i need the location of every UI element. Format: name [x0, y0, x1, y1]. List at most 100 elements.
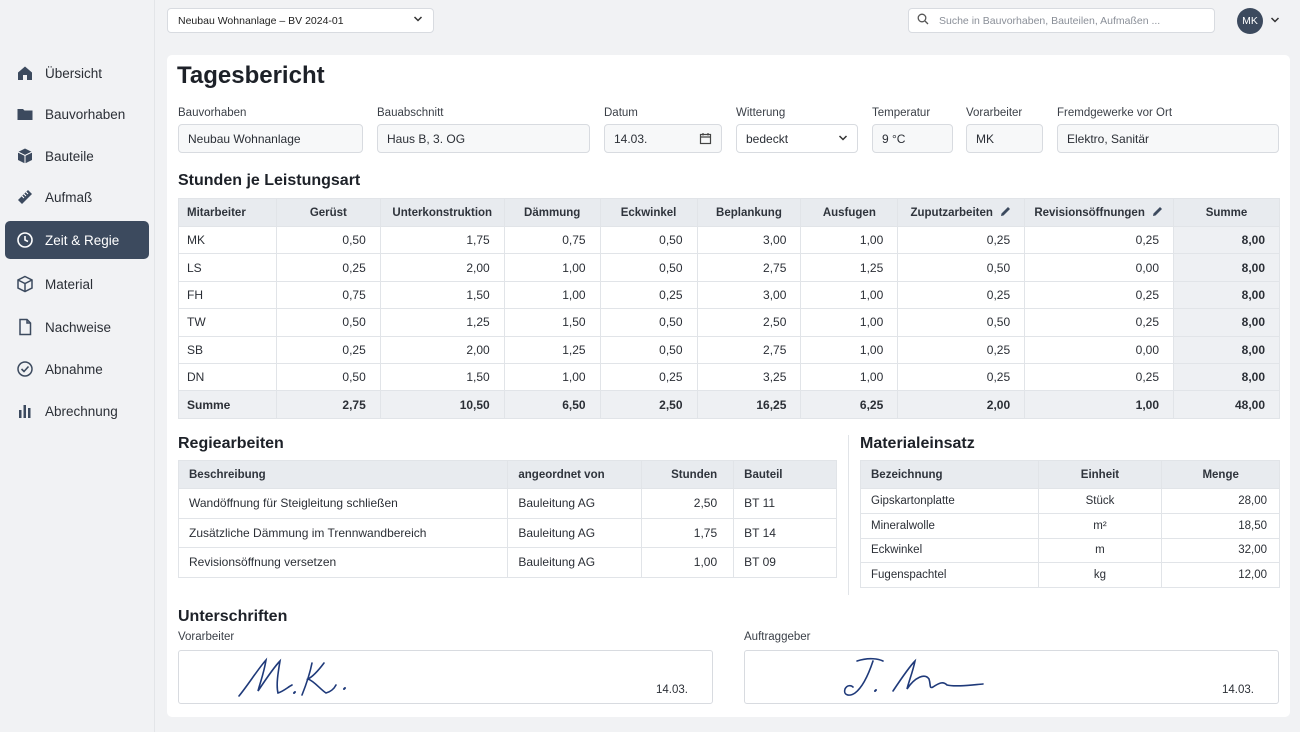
signature-box-vorarbeiter[interactable]: 14.03. [178, 650, 713, 704]
column-header[interactable]: Dämmung [503, 198, 601, 227]
column-header-revisionsoeffnungen[interactable]: Revisionsöffnungen [1024, 198, 1175, 227]
bauabschnitt-field[interactable]: Haus B, 3. OG [377, 124, 590, 153]
material-name-cell[interactable]: Gipskartonplatte [860, 488, 1039, 514]
hours-cell[interactable]: 1,75 [379, 225, 505, 255]
project-select[interactable]: Neubau Wohnanlage – BV 2024-01 [167, 8, 434, 33]
table-row[interactable]: LS 0,25 2,00 1,00 0,50 2,75 1,25 0,50 0,00 8,00 [178, 253, 1280, 282]
hours-cell[interactable]: 1,50 [379, 362, 505, 392]
hours-cell[interactable]: 1,00 [503, 362, 601, 392]
hours-cell[interactable]: 2,00 [379, 253, 505, 282]
hours-cell[interactable]: 0,25 [1024, 225, 1175, 255]
avatar[interactable]: MK [1237, 8, 1263, 34]
search-input[interactable] [939, 14, 1199, 27]
pencil-icon[interactable] [999, 205, 1012, 221]
hours-cell[interactable]: 0,50 [897, 308, 1026, 337]
ordered-by-cell[interactable]: Bauleitung AG [507, 547, 643, 578]
table-row[interactable]: Zusätzliche Dämmung im Trennwandbereich B… [177, 517, 837, 548]
table-row[interactable]: Mineralwolle m² 18,50 [860, 512, 1280, 539]
hours-cell[interactable]: 0,25 [275, 335, 381, 364]
column-header[interactable]: Bauteil [733, 460, 837, 489]
datum-field[interactable]: 14.03. [604, 124, 722, 153]
component-cell[interactable]: BT 11 [733, 488, 837, 519]
hours-cell[interactable]: 3,25 [696, 362, 802, 392]
sidebar-item-abnahme[interactable]: Abnahme [5, 350, 149, 388]
quantity-cell[interactable]: 32,00 [1161, 537, 1280, 564]
hours-cell[interactable]: 2,75 [696, 335, 802, 364]
column-header[interactable]: Beschreibung [177, 460, 509, 489]
sidebar-item-abrechnung[interactable]: Abrechnung [5, 392, 149, 430]
hours-cell[interactable]: 1,00 [641, 547, 735, 578]
bauvorhaben-field[interactable]: Neubau Wohnanlage [178, 124, 363, 153]
hours-cell[interactable]: 0,50 [599, 335, 698, 364]
material-name-cell[interactable]: Eckwinkel [860, 537, 1039, 564]
hours-cell[interactable]: 0,00 [1024, 335, 1175, 364]
table-row[interactable]: TW 0,50 1,25 1,50 0,50 2,50 1,00 0,50 0,25 8,00 [178, 308, 1280, 337]
hours-cell[interactable]: 1,00 [800, 280, 899, 310]
hours-cell[interactable]: 1,00 [800, 308, 899, 337]
table-row[interactable]: Fugenspachtel kg 12,00 [860, 562, 1280, 589]
table-row[interactable]: Gipskartonplatte Stück 28,00 [860, 488, 1280, 514]
table-row[interactable]: Wandöffnung für Steigleitung schließen Ba… [177, 488, 837, 519]
hours-cell[interactable]: 0,25 [897, 335, 1026, 364]
hours-cell[interactable]: 0,00 [1024, 253, 1175, 282]
hours-cell[interactable]: 0,50 [599, 308, 698, 337]
hours-cell[interactable]: 0,25 [599, 362, 698, 392]
chevron-down-icon[interactable] [1270, 14, 1280, 28]
hours-cell[interactable]: 1,50 [379, 280, 505, 310]
material-name-cell[interactable]: Fugenspachtel [860, 562, 1039, 589]
column-header[interactable]: Stunden [641, 460, 735, 489]
description-cell[interactable]: Wandöffnung für Steigleitung schließen [177, 488, 509, 519]
unit-cell[interactable]: kg [1037, 562, 1163, 589]
quantity-cell[interactable]: 28,00 [1161, 488, 1280, 514]
hours-cell[interactable]: 0,75 [275, 280, 381, 310]
component-cell[interactable]: BT 14 [733, 517, 837, 548]
signature-box-auftraggeber[interactable]: 14.03. [744, 650, 1279, 704]
column-header[interactable]: Gerüst [275, 198, 381, 227]
hours-cell[interactable]: 0,50 [275, 225, 381, 255]
hours-cell[interactable]: 0,25 [599, 280, 698, 310]
table-row[interactable]: FH 0,75 1,50 1,00 0,25 3,00 1,00 0,25 0,25 8,00 [178, 280, 1280, 310]
hours-cell[interactable]: 0,25 [275, 253, 381, 282]
hours-cell[interactable]: 3,00 [696, 280, 802, 310]
hours-cell[interactable]: 1,75 [641, 517, 735, 548]
hours-cell[interactable]: 1,00 [800, 335, 899, 364]
hours-cell[interactable]: 0,25 [897, 225, 1026, 255]
hours-cell[interactable]: 0,25 [1024, 280, 1175, 310]
sidebar-item-bauvorhaben[interactable]: Bauvorhaben [5, 95, 149, 133]
ordered-by-cell[interactable]: Bauleitung AG [507, 488, 643, 519]
hours-cell[interactable]: 1,00 [800, 225, 899, 255]
sidebar-item-material[interactable]: Material [5, 265, 149, 303]
hours-cell[interactable]: 0,25 [897, 362, 1026, 392]
hours-cell[interactable]: 0,25 [1024, 362, 1175, 392]
unit-cell[interactable]: m [1037, 537, 1163, 564]
column-header[interactable]: Menge [1161, 460, 1280, 489]
column-header[interactable]: Mitarbeiter [178, 198, 277, 227]
hours-cell[interactable]: 1,50 [503, 308, 601, 337]
pencil-icon[interactable] [1151, 205, 1164, 221]
column-header[interactable]: Bezeichnung [860, 460, 1039, 489]
temperatur-field[interactable]: 9 °C [872, 124, 953, 153]
hours-cell[interactable]: 0,50 [599, 253, 698, 282]
unit-cell[interactable]: m² [1037, 512, 1163, 539]
hours-cell[interactable]: 2,50 [696, 308, 802, 337]
sidebar-item-aufmass[interactable]: Aufmaß [5, 178, 149, 216]
hours-cell[interactable]: 0,50 [275, 308, 381, 337]
description-cell[interactable]: Zusätzliche Dämmung im Trennwandbereich [177, 517, 509, 548]
hours-cell[interactable]: 0,50 [275, 362, 381, 392]
sidebar-item-bauteile[interactable]: Bauteile [5, 137, 149, 175]
hours-cell[interactable]: 1,00 [800, 362, 899, 392]
witterung-select[interactable]: bedeckt [736, 124, 858, 153]
sidebar-item-nachweise[interactable]: Nachweise [5, 308, 149, 346]
calendar-icon[interactable] [699, 132, 712, 148]
sidebar-item-zeit-regie[interactable]: Zeit & Regie [5, 221, 149, 259]
column-header[interactable]: Beplankung [696, 198, 802, 227]
table-row[interactable]: Revisionsöffnung versetzen Bauleitung AG 1… [177, 547, 837, 578]
column-header[interactable]: Eckwinkel [599, 198, 698, 227]
column-header-zuputzarbeiten[interactable]: Zuputzarbeiten [897, 198, 1026, 227]
table-row[interactable]: SB 0,25 2,00 1,25 0,50 2,75 1,00 0,25 0,00 8,00 [178, 335, 1280, 364]
quantity-cell[interactable]: 12,00 [1161, 562, 1280, 589]
column-header[interactable]: Ausfugen [800, 198, 899, 227]
column-header[interactable]: Unterkonstruktion [379, 198, 505, 227]
hours-cell[interactable]: 3,00 [696, 225, 802, 255]
hours-cell[interactable]: 2,50 [641, 488, 735, 519]
